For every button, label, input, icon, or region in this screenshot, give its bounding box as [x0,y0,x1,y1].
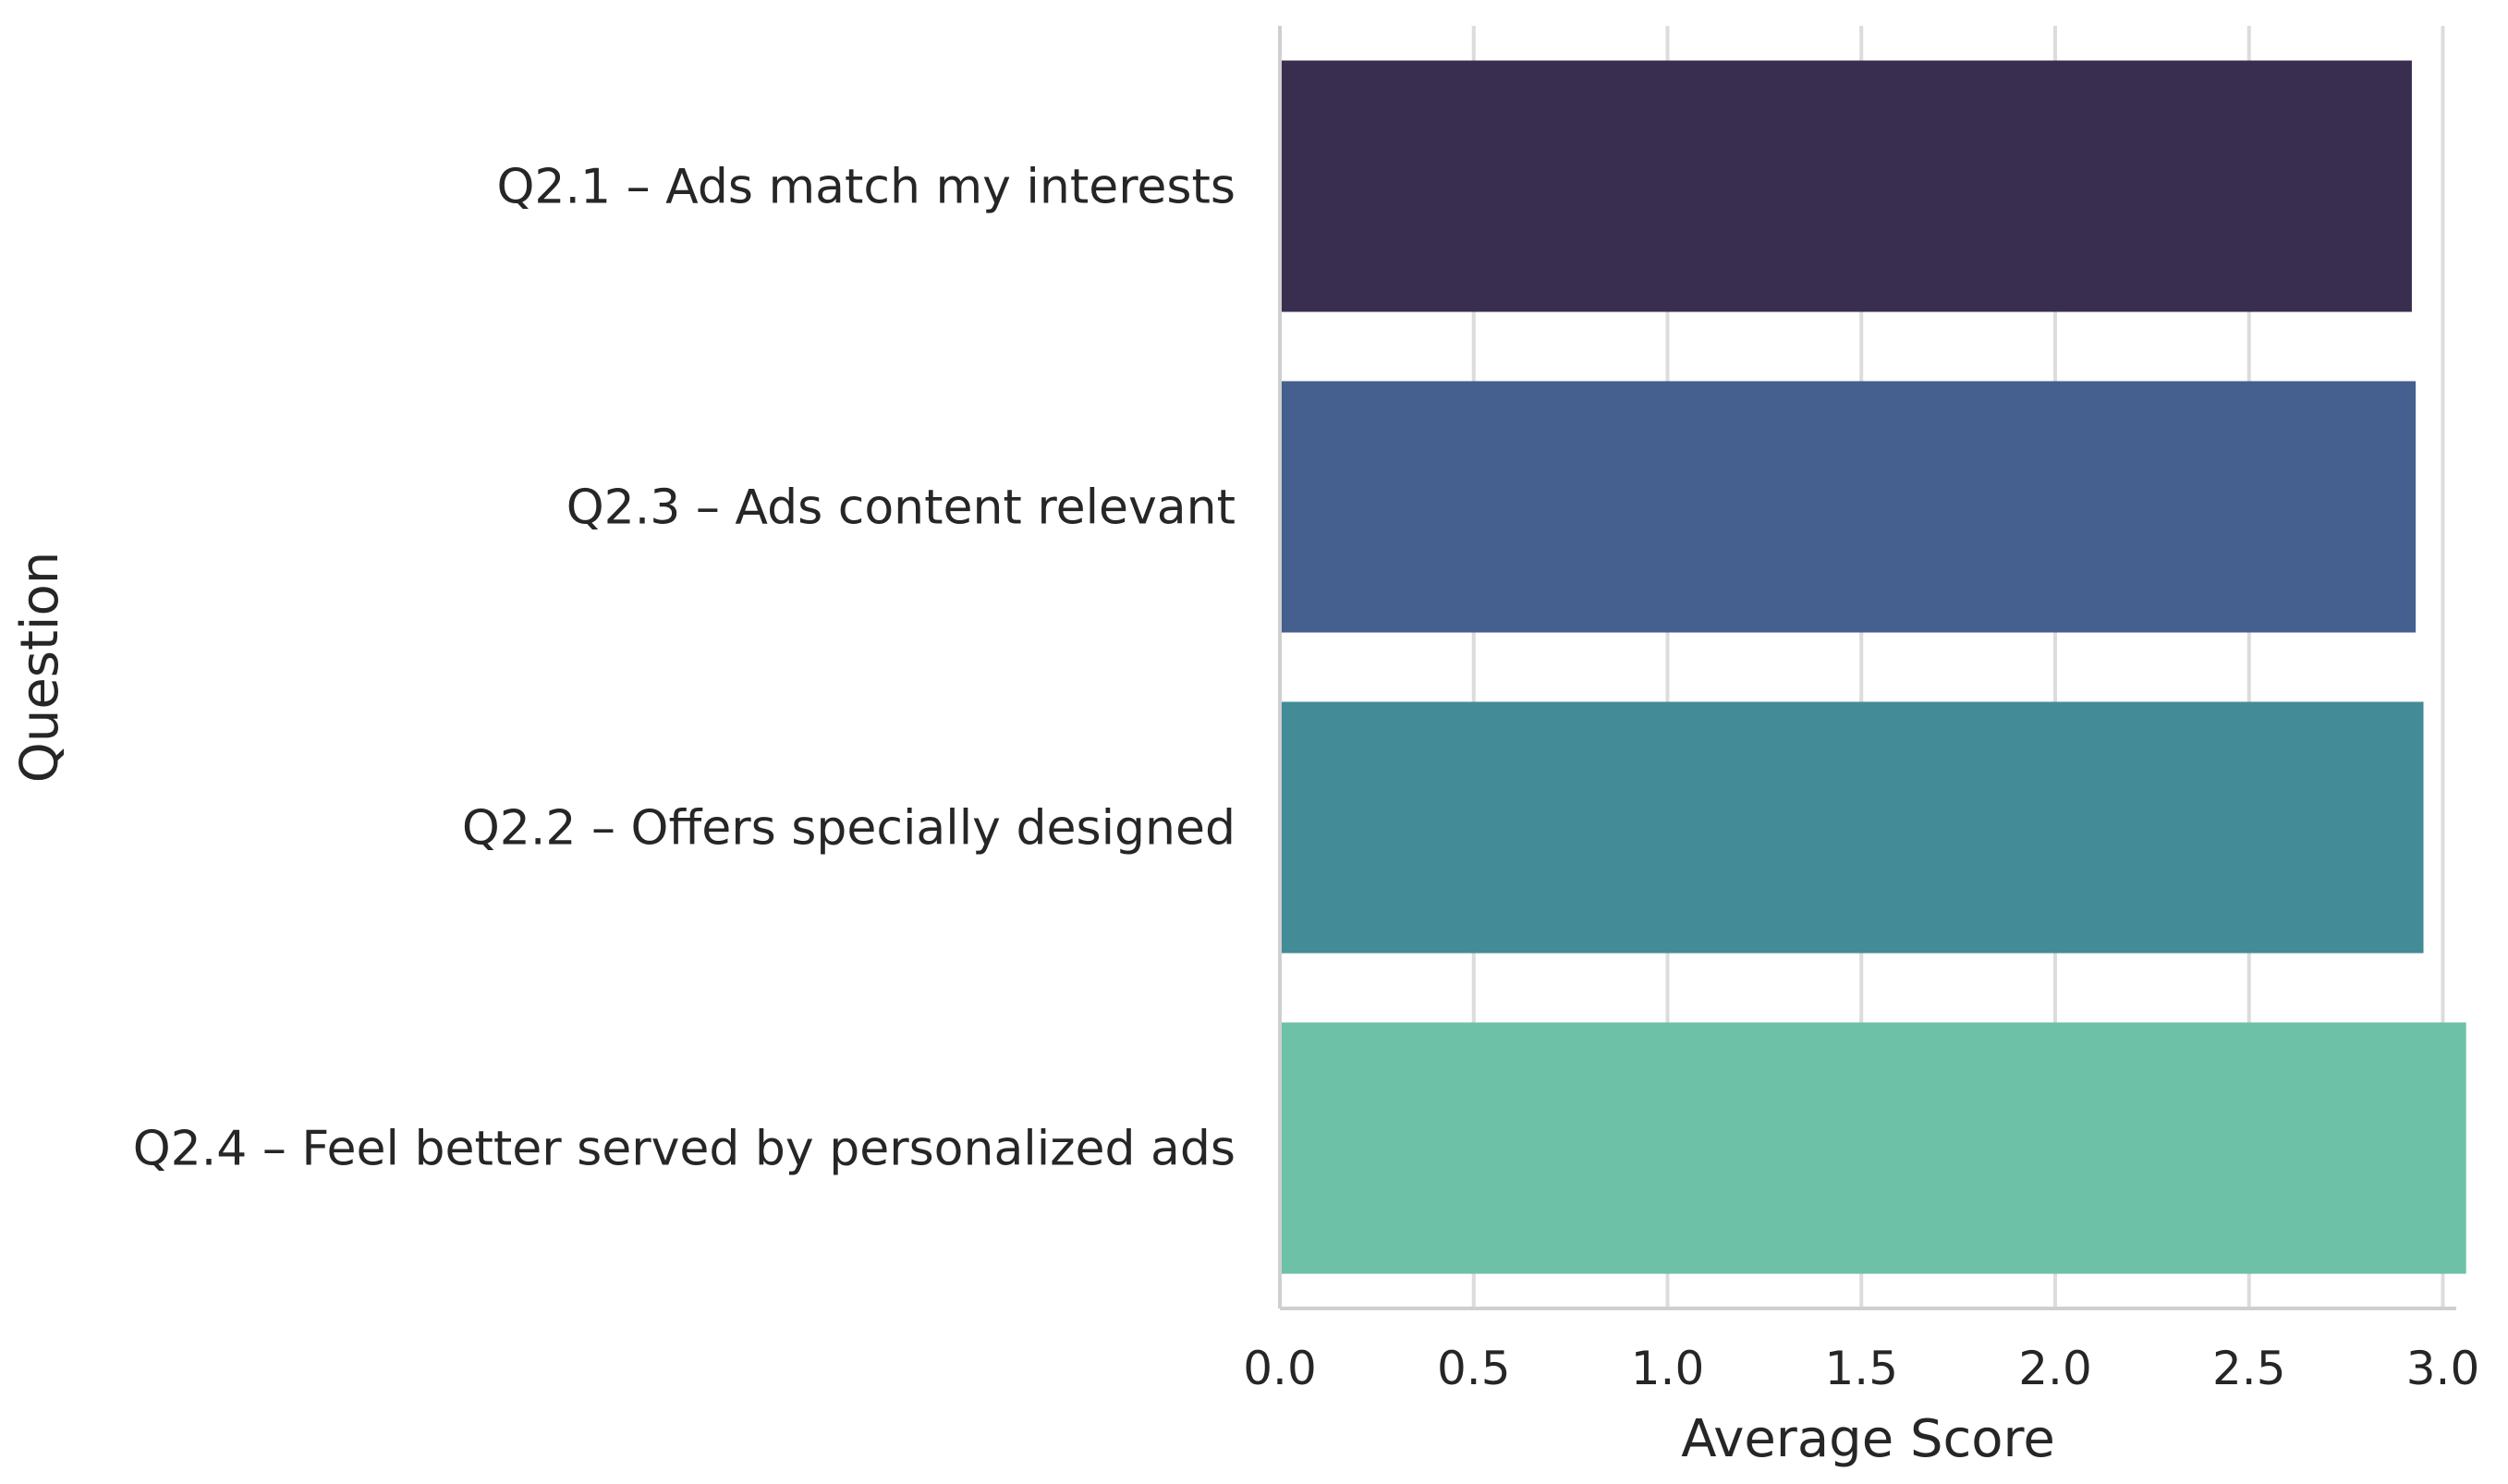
bar-1 [1280,60,2412,312]
bar-4 [1280,1022,2466,1274]
x-tick-label-2: 1.0 [1631,1342,1705,1395]
x-tick-label-0: 0.0 [1243,1342,1317,1395]
x-tick-labels: 0.0 0.5 1.0 1.5 2.0 2.5 3.0 [1243,1342,2479,1395]
x-tick-label-3: 1.5 [1824,1342,1898,1395]
bar-layer [1280,60,2466,1274]
x-tick-label-4: 2.0 [2018,1342,2092,1395]
category-label-3: Q2.2 – Offers specially designed [462,801,1236,857]
category-label-2: Q2.3 – Ads content relevant [566,480,1236,536]
category-label-1: Q2.1 – Ads match my interests [497,160,1236,215]
x-tick-label-6: 3.0 [2406,1342,2480,1395]
x-tick-label-1: 0.5 [1437,1342,1511,1395]
y-axis-title: Question [10,552,70,783]
x-tick-label-5: 2.5 [2212,1342,2286,1395]
category-labels: Q2.1 – Ads match my interests Q2.3 – Ads … [133,160,1236,1177]
bar-3 [1280,701,2424,954]
axis-layer [1278,26,2456,1310]
category-label-4: Q2.4 – Feel better served by personalize… [133,1122,1236,1177]
x-axis-title: Average Score [1681,1409,2055,1469]
bar-2 [1280,381,2417,633]
